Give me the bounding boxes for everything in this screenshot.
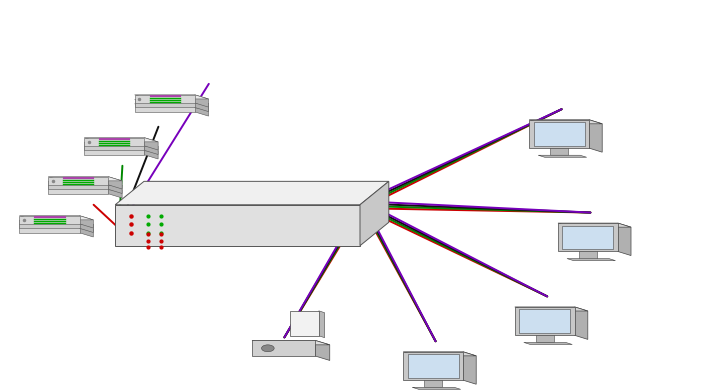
Polygon shape: [558, 223, 618, 252]
Polygon shape: [19, 216, 94, 220]
Polygon shape: [424, 380, 442, 387]
Polygon shape: [529, 120, 589, 148]
Polygon shape: [575, 307, 588, 339]
Polygon shape: [523, 342, 572, 344]
Polygon shape: [290, 311, 319, 336]
Polygon shape: [550, 148, 568, 155]
Polygon shape: [135, 99, 209, 103]
Polygon shape: [558, 223, 631, 227]
Polygon shape: [529, 120, 602, 124]
Polygon shape: [360, 181, 389, 246]
Polygon shape: [515, 307, 575, 335]
Polygon shape: [195, 99, 209, 112]
Polygon shape: [145, 142, 158, 154]
Polygon shape: [84, 147, 145, 155]
Polygon shape: [145, 147, 158, 159]
Polygon shape: [319, 311, 325, 338]
Polygon shape: [48, 177, 122, 181]
Polygon shape: [618, 223, 631, 255]
Polygon shape: [84, 138, 145, 146]
Polygon shape: [589, 120, 602, 152]
Polygon shape: [534, 122, 585, 146]
Polygon shape: [19, 220, 94, 224]
Polygon shape: [19, 216, 80, 224]
Polygon shape: [19, 220, 80, 229]
Polygon shape: [80, 220, 94, 232]
Polygon shape: [48, 186, 109, 194]
Polygon shape: [412, 387, 461, 389]
Polygon shape: [519, 309, 570, 333]
Polygon shape: [115, 181, 389, 205]
Polygon shape: [538, 155, 587, 157]
Polygon shape: [562, 225, 613, 249]
Polygon shape: [463, 352, 476, 384]
Polygon shape: [135, 104, 195, 112]
Polygon shape: [567, 259, 616, 261]
Polygon shape: [109, 186, 122, 198]
Polygon shape: [109, 181, 122, 193]
Polygon shape: [80, 225, 94, 237]
Polygon shape: [195, 104, 209, 116]
Polygon shape: [315, 340, 330, 360]
Polygon shape: [19, 225, 94, 229]
Polygon shape: [84, 142, 158, 146]
Polygon shape: [84, 142, 145, 151]
Polygon shape: [48, 177, 109, 185]
Polygon shape: [115, 205, 360, 246]
Polygon shape: [135, 95, 209, 99]
Polygon shape: [84, 147, 158, 151]
Polygon shape: [48, 181, 109, 190]
Polygon shape: [195, 95, 209, 107]
Polygon shape: [579, 252, 597, 259]
Polygon shape: [252, 340, 315, 356]
Polygon shape: [48, 186, 122, 190]
Circle shape: [261, 345, 274, 352]
Polygon shape: [408, 354, 459, 378]
Polygon shape: [19, 225, 80, 233]
Polygon shape: [135, 99, 195, 108]
Polygon shape: [145, 138, 158, 150]
Polygon shape: [109, 177, 122, 189]
Polygon shape: [84, 138, 158, 142]
Polygon shape: [80, 216, 94, 228]
Polygon shape: [403, 352, 463, 380]
Polygon shape: [536, 335, 554, 342]
Polygon shape: [515, 307, 588, 311]
Polygon shape: [135, 104, 209, 108]
Polygon shape: [403, 352, 476, 356]
Polygon shape: [252, 340, 330, 345]
Polygon shape: [48, 181, 122, 185]
Polygon shape: [135, 95, 195, 103]
